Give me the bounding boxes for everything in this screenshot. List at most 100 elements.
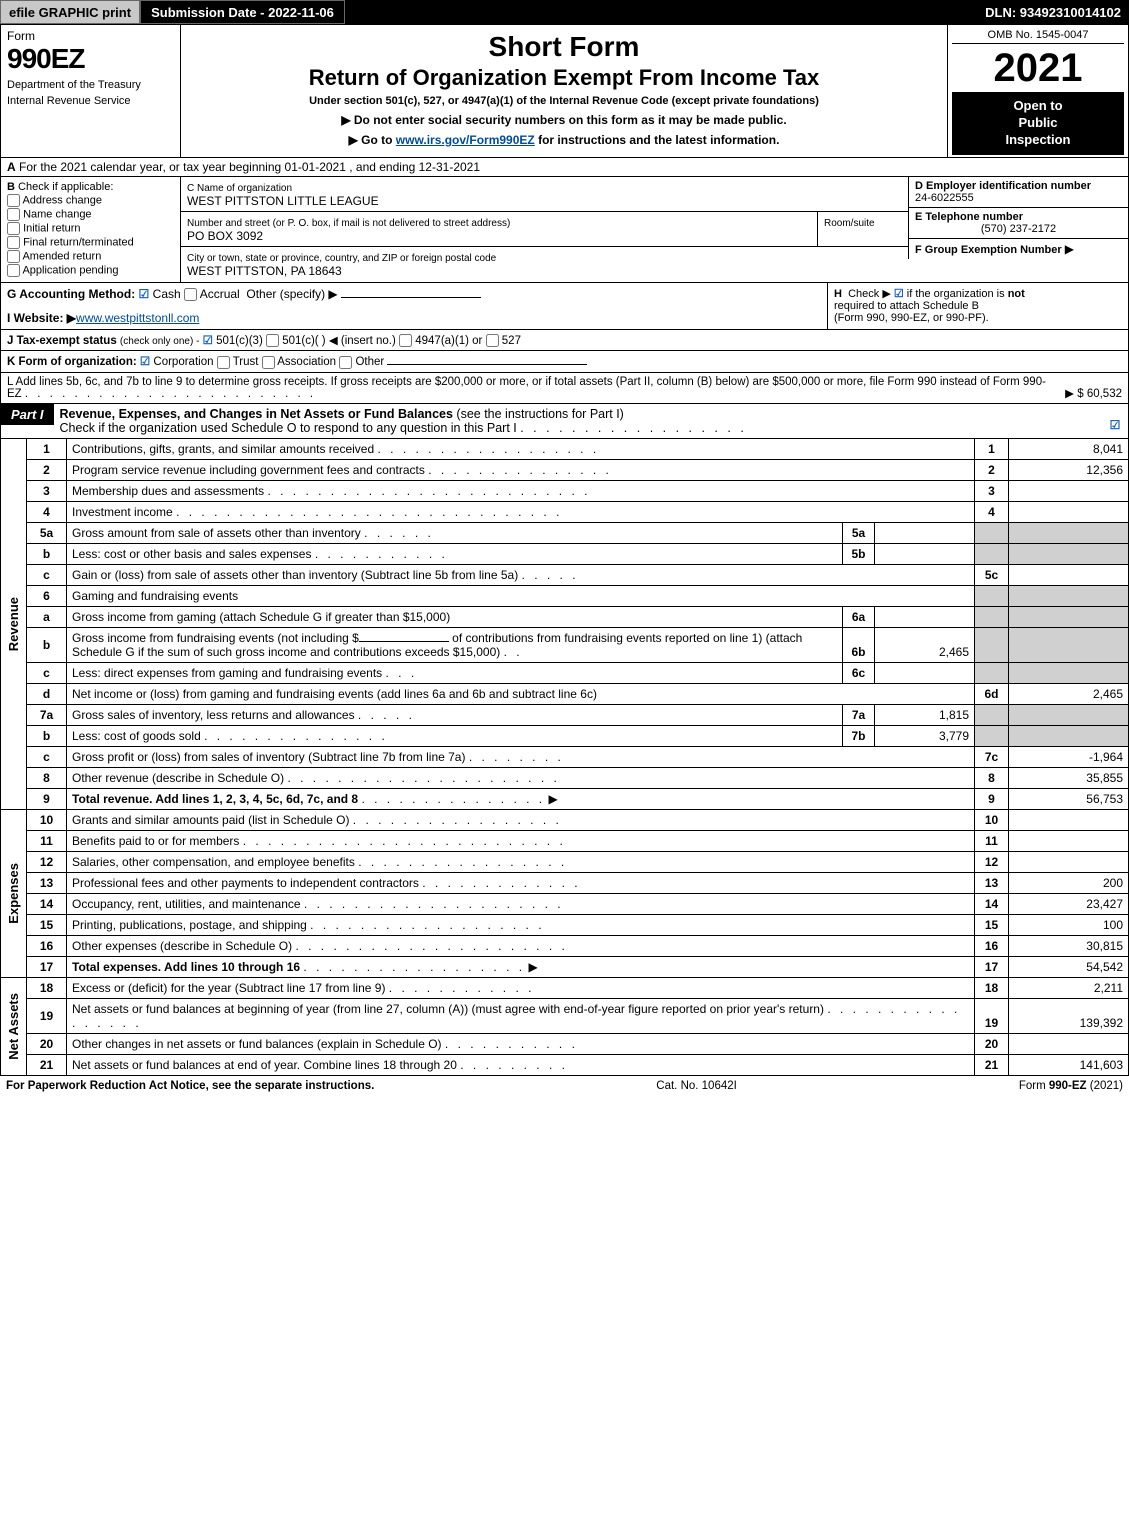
- line-17-arrow-icon: ▶: [528, 960, 537, 974]
- 501c-check[interactable]: [266, 334, 279, 347]
- line-6d-num: d: [27, 683, 67, 704]
- gross-receipts-amount: 60,532: [1087, 388, 1122, 400]
- omb-number: OMB No. 1545-0047: [952, 27, 1124, 44]
- line-12-val: [1009, 851, 1129, 872]
- line-6d-val: 2,465: [1009, 683, 1129, 704]
- 501c3-check-icon: ☑: [203, 335, 213, 347]
- line-13-num: 13: [27, 872, 67, 893]
- line-5a-num: 5a: [27, 522, 67, 543]
- line-8-val: 35,855: [1009, 767, 1129, 788]
- line-5c-desc: Gain or (loss) from sale of assets other…: [72, 568, 518, 582]
- line-14-num: 14: [27, 893, 67, 914]
- line-12-desc: Salaries, other compensation, and employ…: [72, 855, 355, 869]
- check-name-change[interactable]: [7, 208, 20, 221]
- instruction-ssn: ▶ Do not enter social security numbers o…: [187, 113, 941, 127]
- dept-irs: Internal Revenue Service: [7, 95, 174, 107]
- line-6b-num: b: [27, 627, 67, 662]
- line-4-desc: Investment income: [72, 505, 173, 519]
- line-1-num: 1: [27, 439, 67, 460]
- label-application-pending: Application pending: [22, 264, 118, 276]
- line-12-num: 12: [27, 851, 67, 872]
- line-6a-sub: 6a: [843, 606, 875, 627]
- line-5b-subval: [875, 543, 975, 564]
- association-check[interactable]: [262, 356, 275, 369]
- line-11-r: 11: [975, 830, 1009, 851]
- accrual-check[interactable]: [184, 288, 197, 301]
- efile-print-button[interactable]: efile GRAPHIC print: [0, 0, 140, 24]
- group-arrow-icon: ▶: [1065, 242, 1074, 256]
- phone-value: (570) 237-2172: [915, 223, 1122, 235]
- line-6-desc: Gaming and fundraising events: [67, 585, 975, 606]
- irs-link[interactable]: www.irs.gov/Form990EZ: [396, 133, 535, 147]
- line-3-desc: Membership dues and assessments: [72, 484, 264, 498]
- line-9-r: 9: [975, 788, 1009, 809]
- line-9-num: 9: [27, 788, 67, 809]
- line-16-val: 30,815: [1009, 935, 1129, 956]
- line-5c-num: c: [27, 564, 67, 585]
- line-15-num: 15: [27, 914, 67, 935]
- line-1-val: 8,041: [1009, 439, 1129, 460]
- label-name-change: Name change: [23, 208, 92, 220]
- line-15-r: 15: [975, 914, 1009, 935]
- line-15-desc: Printing, publications, postage, and shi…: [72, 918, 307, 932]
- section-b-checks: B Check if applicable: Address change Na…: [1, 177, 181, 282]
- section-k-form-org: K Form of organization: ☑ Corporation Tr…: [0, 351, 1129, 372]
- line-16-r: 16: [975, 935, 1009, 956]
- line-7b-sub: 7b: [843, 725, 875, 746]
- line-6c-subval: [875, 662, 975, 683]
- line-16-num: 16: [27, 935, 67, 956]
- line-14-desc: Occupancy, rent, utilities, and maintena…: [72, 897, 301, 911]
- line-13-desc: Professional fees and other payments to …: [72, 876, 419, 890]
- line-2-desc: Program service revenue including govern…: [72, 463, 425, 477]
- section-e-phone: E Telephone number (570) 237-2172: [908, 208, 1128, 239]
- line-7c-r: 7c: [975, 746, 1009, 767]
- line-10-val: [1009, 809, 1129, 830]
- line-17-r: 17: [975, 956, 1009, 977]
- line-6c-desc: Less: direct expenses from gaming and fu…: [72, 666, 382, 680]
- city-state-zip: WEST PITTSTON, PA 18643: [187, 264, 342, 278]
- website-link[interactable]: www.westpittstonll.com: [76, 311, 199, 325]
- line-3-r: 3: [975, 480, 1009, 501]
- other-check[interactable]: [339, 356, 352, 369]
- city-row: City or town, state or province, country…: [181, 247, 908, 281]
- line-20-desc: Other changes in net assets or fund bala…: [72, 1037, 442, 1051]
- line-6a-subval: [875, 606, 975, 627]
- line-7b-subval: 3,779: [875, 725, 975, 746]
- check-initial-return[interactable]: [7, 222, 20, 235]
- line-6-num: 6: [27, 585, 67, 606]
- street-address: PO BOX 3092: [187, 229, 263, 243]
- line-20-val: [1009, 1033, 1129, 1054]
- line-6c-num: c: [27, 662, 67, 683]
- line-4-val: [1009, 501, 1129, 522]
- 4947-check[interactable]: [399, 334, 412, 347]
- corporation-check-icon: ☑: [140, 356, 150, 368]
- line-7b-desc: Less: cost of goods sold: [72, 729, 201, 743]
- line-6a-desc: Gross income from gaming (attach Schedul…: [67, 606, 843, 627]
- label-amended-return: Amended return: [22, 250, 101, 262]
- line-1-r: 1: [975, 439, 1009, 460]
- trust-check[interactable]: [217, 356, 230, 369]
- line-12-r: 12: [975, 851, 1009, 872]
- line-5a-subval: [875, 522, 975, 543]
- line-17-desc: Total expenses. Add lines 10 through 16: [72, 960, 300, 974]
- check-final-return[interactable]: [7, 236, 20, 249]
- line-21-desc: Net assets or fund balances at end of ye…: [72, 1058, 457, 1072]
- return-title: Return of Organization Exempt From Incom…: [187, 65, 941, 91]
- line-7b-num: b: [27, 725, 67, 746]
- check-amended-return[interactable]: [7, 250, 20, 263]
- line-20-r: 20: [975, 1033, 1009, 1054]
- check-application-pending[interactable]: [7, 264, 20, 277]
- line-10-desc: Grants and similar amounts paid (list in…: [72, 813, 349, 827]
- check-address-change[interactable]: [7, 194, 20, 207]
- instruction-goto: ▶ Go to www.irs.gov/Form990EZ for instru…: [187, 133, 941, 147]
- line-5a-sub: 5a: [843, 522, 875, 543]
- line-18-val: 2,211: [1009, 977, 1129, 998]
- tax-year: 2021: [952, 44, 1124, 92]
- line-5c-r: 5c: [975, 564, 1009, 585]
- line-16-desc: Other expenses (describe in Schedule O): [72, 939, 292, 953]
- line-8-num: 8: [27, 767, 67, 788]
- part-i-header: Part I Revenue, Expenses, and Changes in…: [0, 404, 1129, 439]
- line-1-desc: Contributions, gifts, grants, and simila…: [72, 442, 374, 456]
- 527-check[interactable]: [486, 334, 499, 347]
- line-15-val: 100: [1009, 914, 1129, 935]
